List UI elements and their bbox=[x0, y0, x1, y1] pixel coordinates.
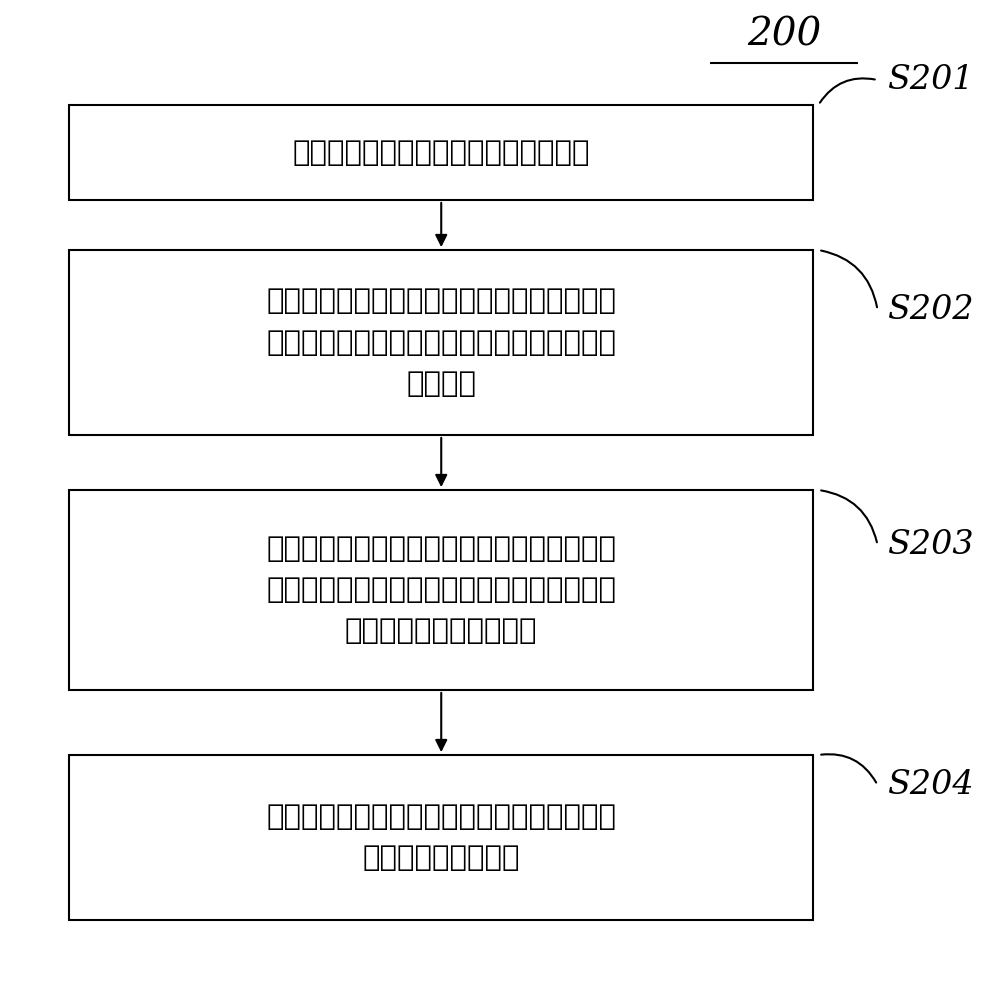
Text: S203: S203 bbox=[887, 529, 974, 561]
Text: 基于映射点集合中每个映射点的位置信息，确
定黄斑中心凹的位置: 基于映射点集合中每个映射点的位置信息，确 定黄斑中心凹的位置 bbox=[266, 803, 616, 872]
Text: S201: S201 bbox=[887, 64, 974, 96]
Bar bbox=[69, 755, 813, 920]
Text: 从待处理的眼底图像中确定出特征区域: 从待处理的眼底图像中确定出特征区域 bbox=[293, 138, 590, 166]
Bar bbox=[69, 105, 813, 200]
Text: 基于每个特征点的位置信息以及该特征点的相
对位移，在眼底图像中确定出该特征点对应的
映射点，得到映射点集合: 基于每个特征点的位置信息以及该特征点的相 对位移，在眼底图像中确定出该特征点对应… bbox=[266, 535, 616, 645]
Text: S202: S202 bbox=[887, 294, 974, 326]
Text: 采用预先训练的位置预测模型，估计出特征区
域中每个特征点相对于黄斑中心凹预测位置的
相对位移: 采用预先训练的位置预测模型，估计出特征区 域中每个特征点相对于黄斑中心凹预测位置… bbox=[266, 287, 616, 398]
Bar bbox=[69, 250, 813, 435]
Bar bbox=[69, 490, 813, 690]
Text: S204: S204 bbox=[887, 769, 974, 801]
Text: 200: 200 bbox=[746, 16, 821, 53]
